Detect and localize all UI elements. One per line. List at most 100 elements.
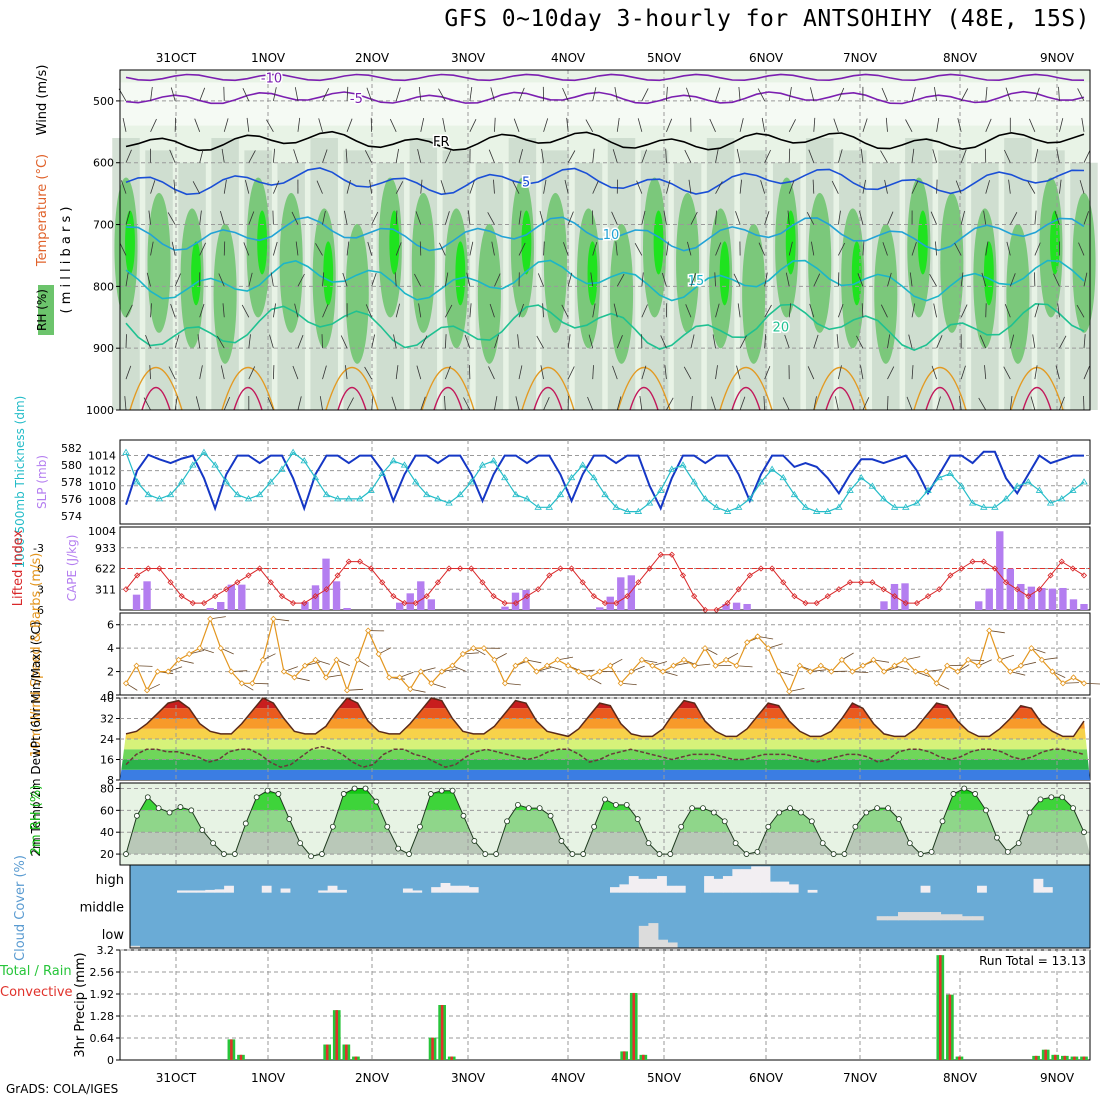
rh-band: [412, 193, 435, 333]
rh2m-point: [189, 808, 194, 813]
rh2m-point: [875, 806, 880, 811]
rh2m-point: [940, 819, 945, 824]
rh-band: [720, 241, 730, 305]
rh2m-point: [472, 838, 477, 843]
cape-bar: [217, 602, 224, 610]
wind10m-point: [376, 652, 381, 657]
wind10m-speed-line: [126, 619, 1084, 692]
wind10m-point: [724, 657, 729, 662]
cloud-level-label: middle: [80, 901, 124, 916]
pressure-axis-tick-label: 700: [93, 219, 114, 232]
cloud-high-bar: [704, 876, 714, 893]
cape-bar: [428, 599, 435, 610]
rh2m-point: [690, 806, 695, 811]
rh2m-point: [515, 802, 520, 807]
rh-band: [654, 210, 664, 274]
date-label-top: 9NOV: [1040, 51, 1075, 65]
precip-axis-tick-label: 0: [107, 1054, 114, 1067]
precip-frame: [120, 950, 1090, 1060]
rh2m-point: [341, 791, 346, 796]
precip-convective-bar: [1054, 1055, 1057, 1060]
cloud-high-bar: [714, 879, 724, 893]
cloud-high-bar: [281, 889, 291, 893]
cloud-high-bar: [666, 886, 676, 893]
wind10m-point: [366, 628, 371, 633]
wind10m-point: [797, 663, 802, 668]
precip-convective-bar: [939, 955, 942, 1060]
isotherm-label: 20: [773, 321, 790, 336]
rh2m-point: [722, 819, 727, 824]
rh2m-point: [200, 828, 205, 833]
cape-bar: [207, 608, 214, 610]
date-label-bottom: 1NOV: [251, 1071, 286, 1085]
rh2m-point: [124, 852, 129, 857]
cape-bar: [986, 589, 993, 610]
cloud-high-bar: [177, 890, 187, 892]
credit-label: GrADS: COLA/IGES: [6, 1082, 118, 1096]
wind10m-point: [860, 663, 865, 668]
precip-ylabel: 3hr Precip (mm): [73, 952, 88, 1057]
rh2m-point: [407, 852, 412, 857]
cloud-high-bar: [262, 886, 272, 893]
wind-barb: [322, 334, 323, 348]
date-label-top: 6NOV: [749, 51, 784, 65]
rh2m-point: [755, 849, 760, 854]
temperature-band: [120, 739, 1090, 749]
pressure-axis-tick-label: 800: [93, 280, 114, 293]
rh2m-point: [298, 841, 303, 846]
date-label-top: 31OCT: [156, 51, 197, 65]
wind10m-point: [787, 689, 792, 694]
date-label-top: 1NOV: [251, 51, 286, 65]
date-label-bottom: 9NOV: [1040, 1071, 1075, 1085]
pressure-axis-tick-label: 500: [93, 95, 114, 108]
rh2m-axis-tick-label: 80: [100, 782, 114, 795]
rh-band: [808, 193, 831, 333]
cloud-low-bar: [648, 923, 658, 948]
upper-air-ylabel-rh: RH (%): [35, 289, 49, 331]
cape-tick-label: 622: [95, 563, 116, 576]
rh2m-point: [679, 824, 684, 829]
cape-bar: [501, 607, 508, 610]
cloud-middle-bar: [930, 912, 941, 920]
rh2m-point: [657, 852, 662, 857]
rh2m-point: [265, 788, 270, 793]
cloud-high-bar: [751, 866, 761, 892]
rh2m-point: [396, 846, 401, 851]
rh2m-point: [1049, 795, 1054, 800]
temperature-axis-tick-label: 16: [100, 754, 114, 767]
wind10m-point: [145, 688, 150, 693]
rh2m-point: [777, 810, 782, 815]
cloud-high-bar: [732, 869, 742, 893]
cloud-middle-bar: [898, 912, 909, 920]
wind-barb: [126, 334, 127, 348]
rh2m-point: [994, 835, 999, 840]
cloud-high-bar: [742, 869, 752, 893]
cloud-high-bar: [723, 876, 733, 893]
wind10m-point: [187, 652, 192, 657]
pressure-axis-tick-label: 900: [93, 342, 114, 355]
upper-air-ylabel-millibars: ( m i l l i b a r s ): [59, 207, 74, 314]
temperature-band: [120, 708, 1090, 718]
rh2m-point: [221, 852, 226, 857]
cloud-high-bar: [459, 886, 469, 893]
cloud-high-bar: [770, 882, 780, 893]
rh2m-point: [134, 813, 139, 818]
rh2m-axis-tick-label: 40: [100, 826, 114, 839]
date-label-top: 4NOV: [551, 51, 586, 65]
rh2m-point: [145, 795, 150, 800]
rh2m-point: [907, 841, 912, 846]
cloud-high-bar: [921, 886, 931, 893]
rh2m-point: [1082, 830, 1087, 835]
rh2m-point: [733, 841, 738, 846]
cloud-high-bar: [337, 890, 347, 893]
wind10m-point: [250, 681, 255, 686]
rh2m-point: [559, 838, 564, 843]
cloud-high-bar: [224, 886, 234, 893]
rh2m-band: [120, 832, 1090, 854]
rh2m-point: [603, 797, 608, 802]
rh-band: [455, 241, 465, 305]
rh-band: [874, 224, 897, 364]
rh2m-point: [809, 819, 814, 824]
